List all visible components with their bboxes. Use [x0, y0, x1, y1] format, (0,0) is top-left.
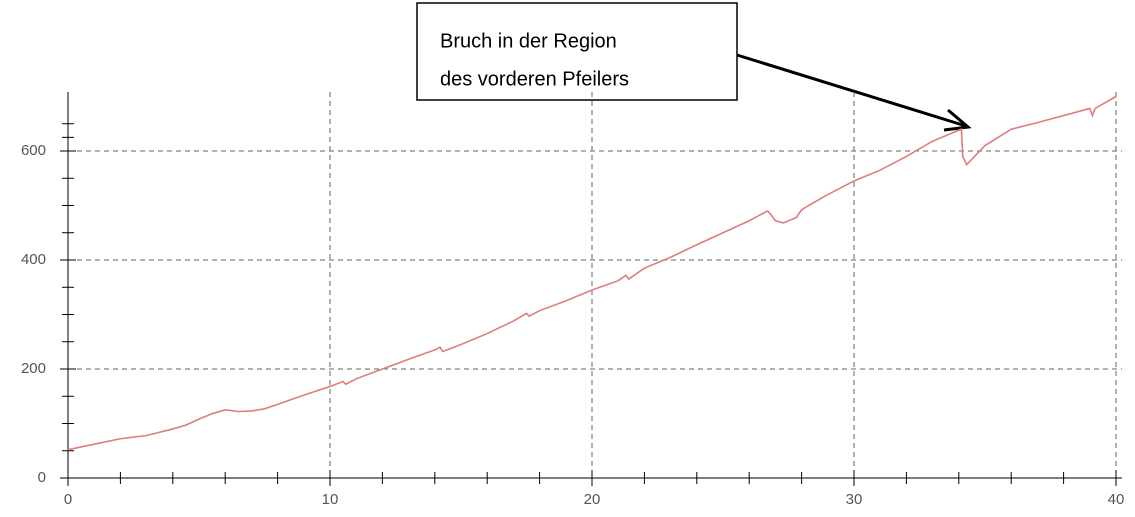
annotation: Bruch in der Region des vorderen Pfeiler… [416, 2, 972, 132]
x-tick-label: 0 [64, 491, 72, 508]
y-tick-label: 600 [21, 142, 46, 159]
annotation-text: Bruch in der Region [440, 30, 617, 52]
annotation-text: des vorderen Pfeilers [440, 68, 629, 90]
x-tick-label: 30 [846, 491, 863, 508]
y-tick-label: 200 [21, 360, 46, 377]
x-tick-label: 40 [1108, 491, 1125, 508]
y-tick-label: 0 [38, 469, 46, 486]
annotation-arrow [736, 53, 967, 128]
annotation-arrowhead [943, 108, 972, 132]
x-tick-label: 10 [322, 491, 339, 508]
annotation-box [416, 2, 738, 101]
y-tick-label: 400 [21, 251, 46, 268]
x-tick-label: 20 [584, 491, 601, 508]
data-line [67, 95, 1117, 451]
